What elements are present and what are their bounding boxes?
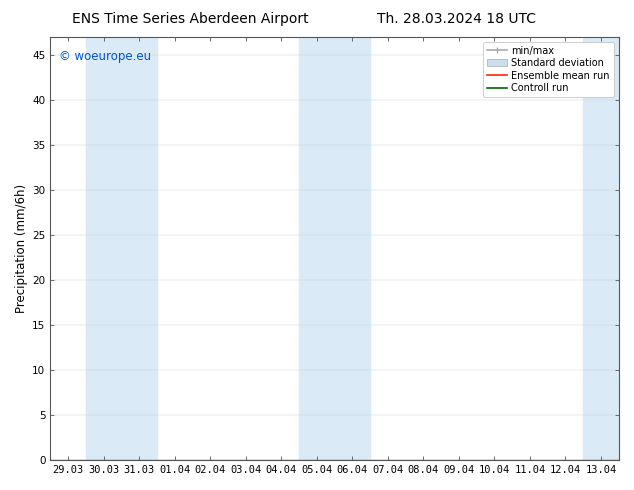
Text: © woeurope.eu: © woeurope.eu bbox=[59, 50, 151, 63]
Legend: min/max, Standard deviation, Ensemble mean run, Controll run: min/max, Standard deviation, Ensemble me… bbox=[483, 42, 614, 97]
Bar bbox=[86, 37, 121, 460]
Bar bbox=[583, 37, 619, 460]
Y-axis label: Precipitation (mm/6h): Precipitation (mm/6h) bbox=[15, 184, 28, 313]
Bar bbox=[299, 37, 335, 460]
Bar bbox=[335, 37, 370, 460]
Bar bbox=[121, 37, 157, 460]
Text: Th. 28.03.2024 18 UTC: Th. 28.03.2024 18 UTC bbox=[377, 12, 536, 26]
Text: ENS Time Series Aberdeen Airport: ENS Time Series Aberdeen Airport bbox=[72, 12, 309, 26]
